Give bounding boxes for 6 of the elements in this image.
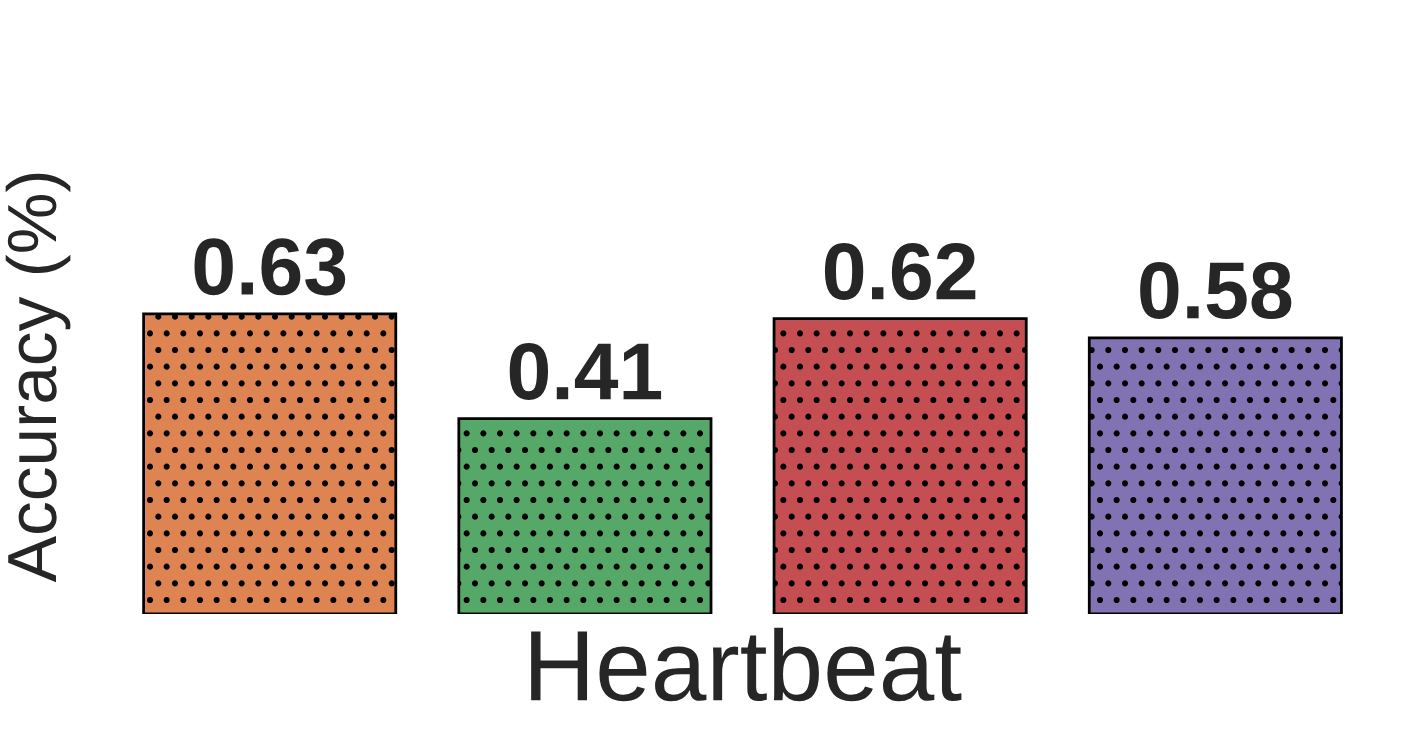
- data-label: 0.62: [824, 242, 976, 301]
- data-label: 0.41: [509, 342, 662, 400]
- data-label: 0.58: [1140, 262, 1292, 320]
- y-axis-title: Accuracy (%): [5, 173, 71, 583]
- x-axis-title: Heartbeat: [531, 627, 962, 702]
- data-label: 0.63: [194, 238, 346, 296]
